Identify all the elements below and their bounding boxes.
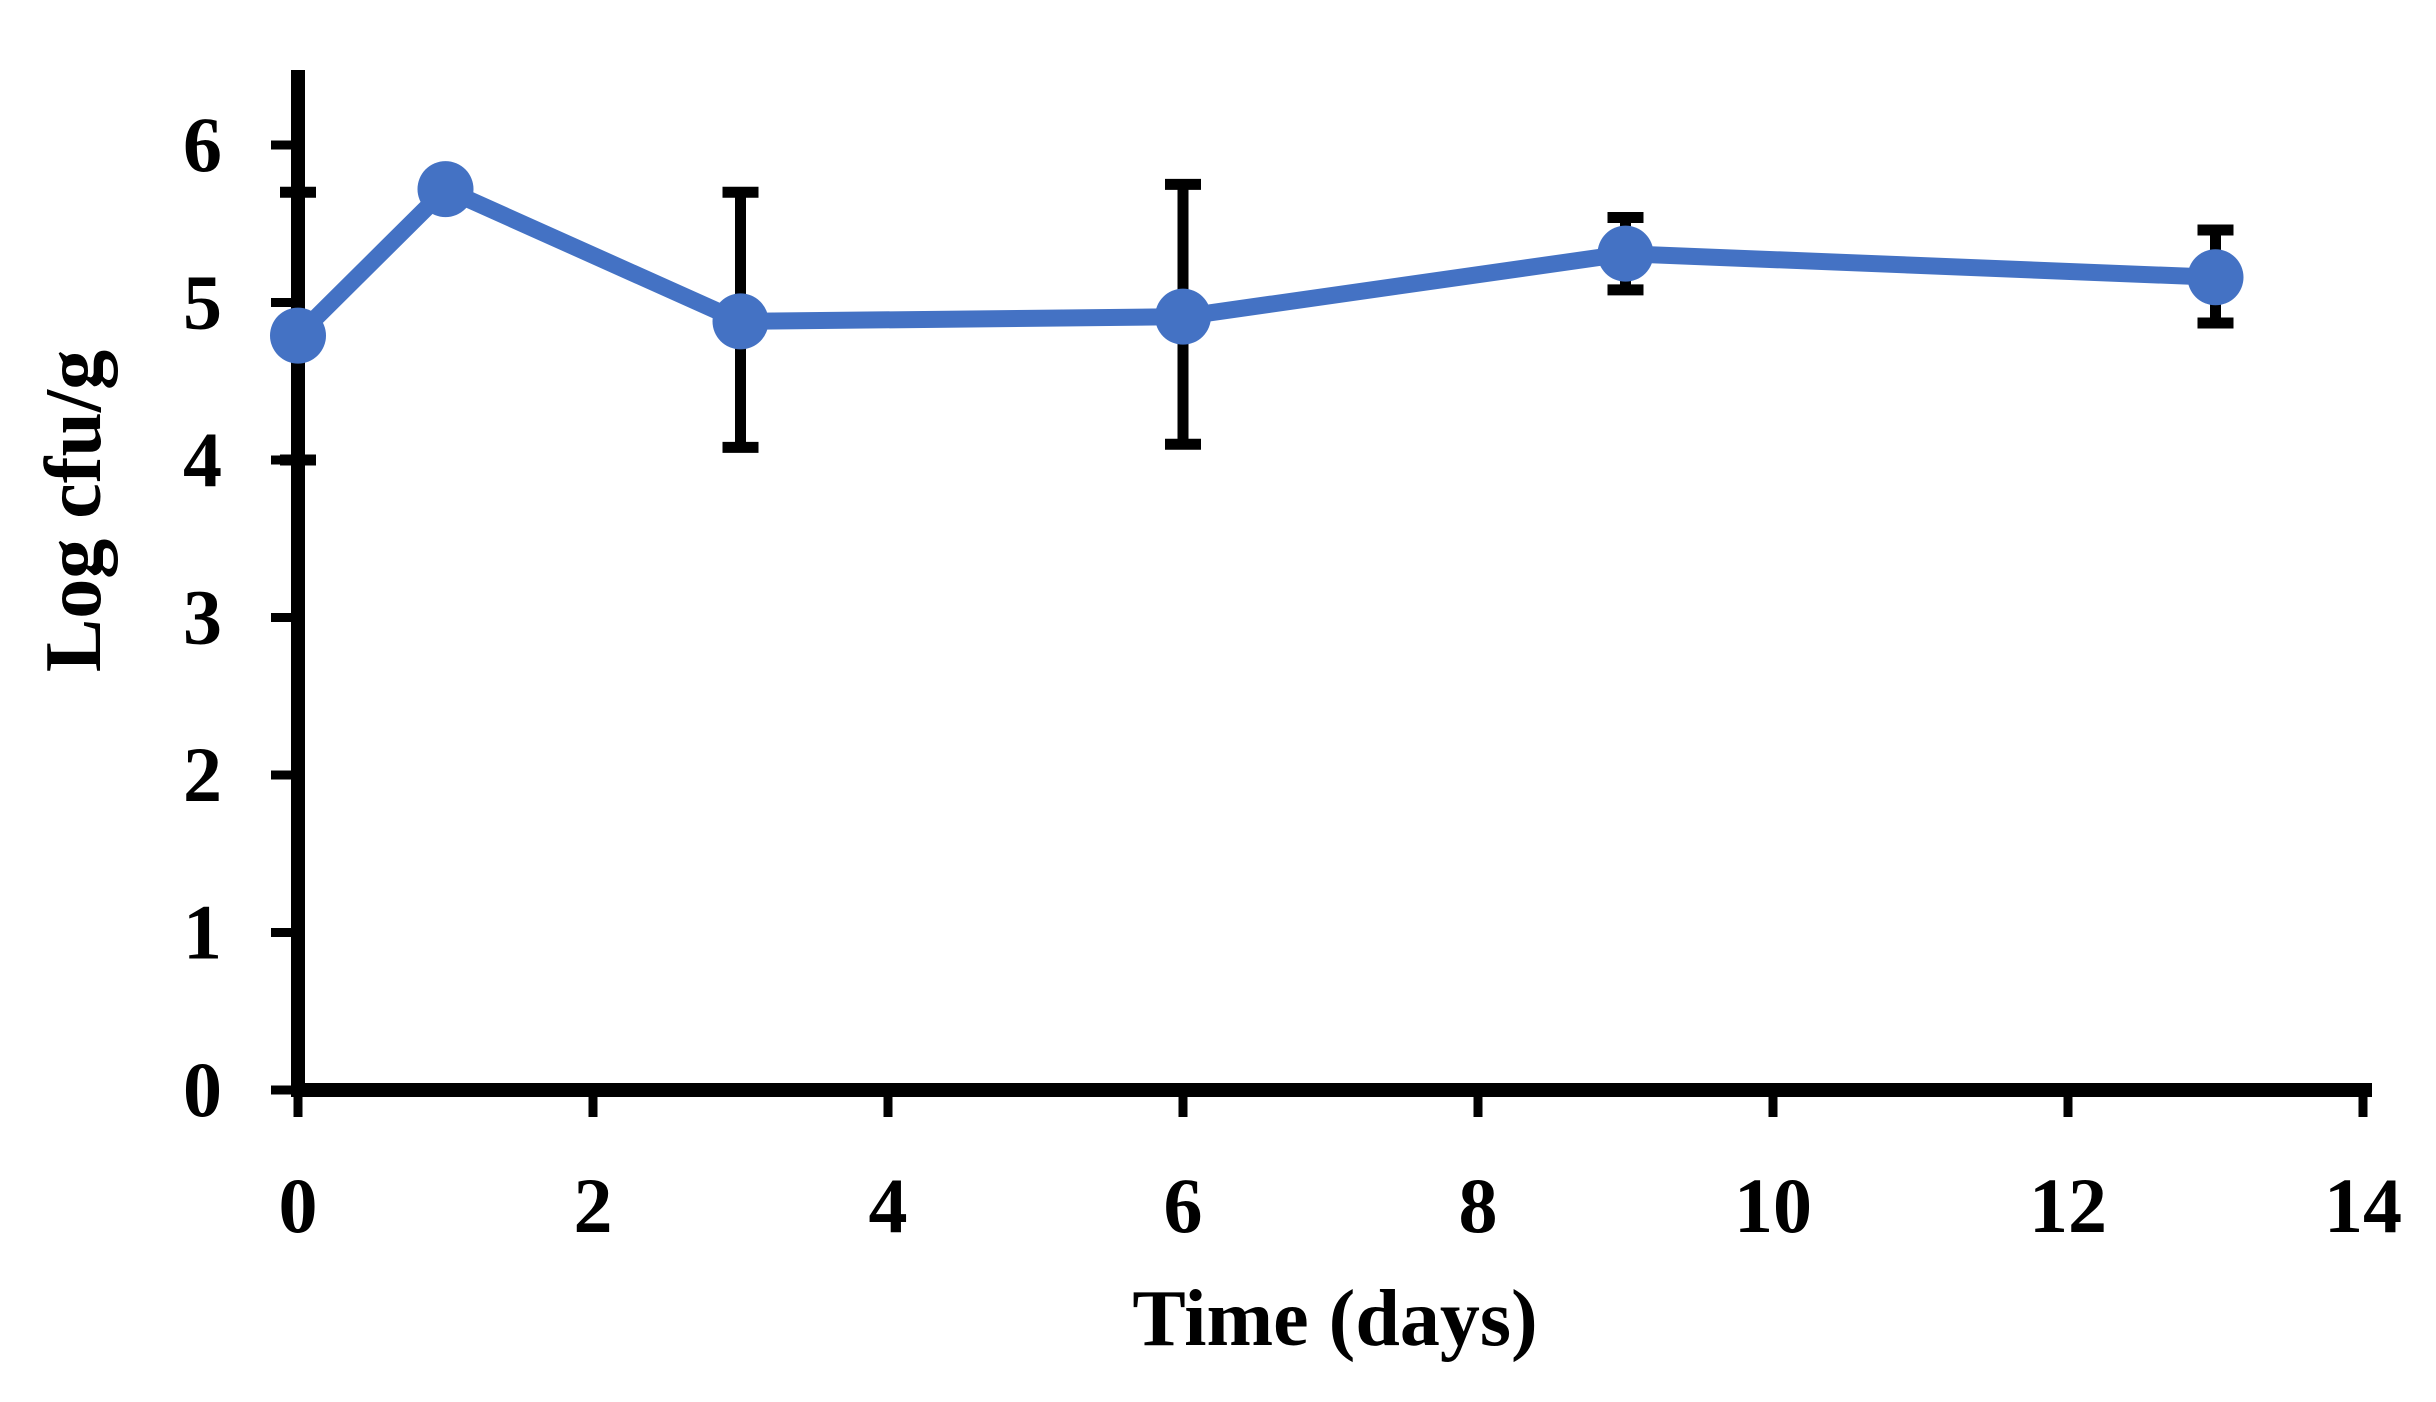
- data-point: [1155, 288, 1211, 345]
- y-tick-label: 6: [183, 101, 222, 188]
- x-tick-label: 0: [279, 1162, 318, 1249]
- y-tick-label: 3: [183, 574, 222, 661]
- data-point: [712, 293, 769, 350]
- x-tick-label: 2: [574, 1162, 613, 1249]
- data-point: [2187, 249, 2244, 306]
- y-tick-label: 5: [183, 259, 222, 346]
- x-tick-label: 12: [2029, 1162, 2107, 1249]
- data-point: [270, 307, 326, 364]
- x-tick-label: 6: [1164, 1162, 1203, 1249]
- x-tick-label: 10: [1734, 1162, 1812, 1249]
- x-tick-label: 4: [869, 1162, 908, 1249]
- x-tick-label: 14: [2324, 1162, 2402, 1249]
- data-point: [417, 161, 474, 218]
- y-tick-label: 0: [183, 1046, 222, 1133]
- series-layer: [270, 161, 2244, 364]
- x-tick-label: 8: [1459, 1162, 1498, 1249]
- data-point: [1597, 225, 1654, 282]
- x-axis-title: Time (days): [1132, 1275, 1537, 1363]
- y-axis-title: Log cfu/g: [30, 350, 118, 672]
- y-tick-label: 4: [183, 416, 222, 503]
- error-bars-layer: [280, 178, 2234, 466]
- y-tick-label: 2: [183, 731, 222, 818]
- series-line: [292, 180, 2216, 342]
- y-tick-label: 1: [183, 889, 222, 976]
